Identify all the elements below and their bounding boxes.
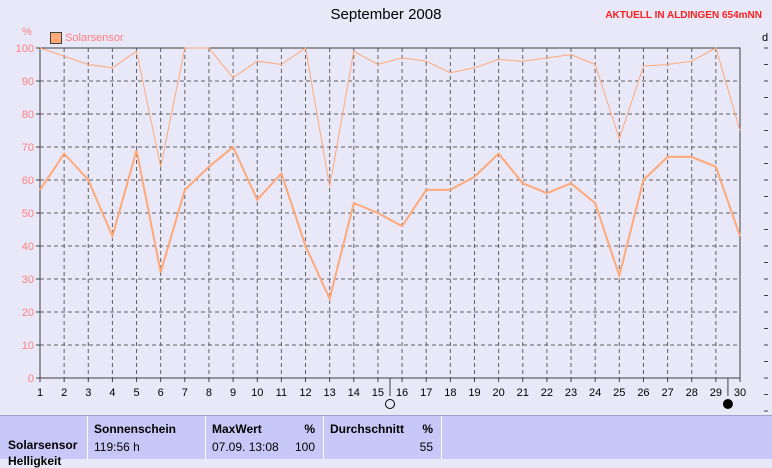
- table-value-max: 100: [295, 440, 315, 454]
- x-tick-label: 15: [372, 387, 384, 399]
- table-row-label-2: Helligkeit: [8, 454, 61, 468]
- series-line-solarsensor: [40, 147, 740, 299]
- x-tick-label: 3: [85, 387, 91, 399]
- table-header-average: Durchschnitt: [330, 422, 404, 436]
- y-tick-label: 100: [16, 43, 34, 55]
- series-line-max: [40, 48, 740, 187]
- x-tick-label: 2: [61, 387, 67, 399]
- x-tick-label: 9: [230, 387, 236, 399]
- y-tick-label: 70: [22, 142, 34, 154]
- moon-full-icon: [386, 400, 395, 409]
- right-axis-unit: d: [762, 32, 768, 44]
- table-cell-sunshine: Sonnenschein 119:56 h: [88, 416, 206, 459]
- table-row-label: Solarsensor: [8, 438, 77, 452]
- y-tick-label: 60: [22, 175, 34, 187]
- table-row-label-cell: Solarsensor Helligkeit: [0, 416, 88, 459]
- y-tick-label: 10: [22, 340, 34, 352]
- station-label: AKTUELL IN ALDINGEN 654mNN: [605, 10, 762, 21]
- x-tick-label: 25: [613, 387, 625, 399]
- y-tick-label: 50: [22, 208, 34, 220]
- legend: Solarsensor: [50, 32, 124, 44]
- x-tick-label: 26: [637, 387, 649, 399]
- x-tick-label: 30: [734, 387, 746, 399]
- x-tick-label: 5: [133, 387, 139, 399]
- moon-markers: [386, 378, 733, 409]
- table-cell-empty: [442, 416, 772, 459]
- x-tick-label: 28: [686, 387, 698, 399]
- x-tick-label: 8: [206, 387, 212, 399]
- x-tick-label: 4: [109, 387, 115, 399]
- x-tick-label: 18: [444, 387, 456, 399]
- x-tick-label: 23: [565, 387, 577, 399]
- x-tick-label: 21: [517, 387, 529, 399]
- y-tick-label: 30: [22, 274, 34, 286]
- x-tick-label: 12: [299, 387, 311, 399]
- x-tick-label: 14: [348, 387, 360, 399]
- y-tick-label: 40: [22, 241, 34, 253]
- table-value-average: 55: [420, 440, 433, 454]
- table-value-max-date: 07.09. 13:08: [212, 440, 279, 454]
- y-tick-label: 90: [22, 76, 34, 88]
- x-tick-label: 1: [37, 387, 43, 399]
- table-cell-average: Durchschnitt % 55: [324, 416, 442, 459]
- legend-swatch: [50, 32, 62, 44]
- x-tick-label: 6: [158, 387, 164, 399]
- x-tick-label: 10: [251, 387, 263, 399]
- table-header-sunshine: Sonnenschein: [94, 422, 176, 436]
- x-tick-label: 29: [710, 387, 722, 399]
- table-value-sunshine: 119:56 h: [94, 440, 140, 454]
- y-tick-label: 20: [22, 307, 34, 319]
- table-unit-max: %: [304, 422, 315, 436]
- y-axis: 0 10 20 30 40 50 60 70 80 90 100: [16, 43, 40, 385]
- x-tick-label: 20: [492, 387, 504, 399]
- moon-new-icon: [723, 400, 732, 409]
- x-tick-label: 11: [276, 387, 287, 399]
- x-tick-label: 13: [324, 387, 336, 399]
- x-tick-label: 27: [661, 387, 673, 399]
- y-tick-label: 0: [28, 373, 34, 385]
- y-axis-unit: %: [22, 26, 32, 38]
- summary-table: Solarsensor Helligkeit Sonnenschein 119:…: [0, 415, 772, 459]
- x-tick-label: 16: [396, 387, 408, 399]
- x-tick-label: 19: [468, 387, 480, 399]
- table-unit-average: %: [422, 422, 433, 436]
- series-group: [40, 48, 740, 299]
- x-tick-label: 22: [541, 387, 553, 399]
- x-tick-label: 24: [589, 387, 601, 399]
- right-axis: [764, 48, 768, 411]
- y-tick-label: 80: [22, 109, 34, 121]
- table-cell-max: MaxWert % 07.09. 13:08 100: [206, 416, 324, 459]
- x-tick-label: 17: [420, 387, 432, 399]
- table-header-max: MaxWert: [212, 422, 262, 436]
- legend-label: Solarsensor: [65, 32, 124, 44]
- x-tick-label: 7: [182, 387, 188, 399]
